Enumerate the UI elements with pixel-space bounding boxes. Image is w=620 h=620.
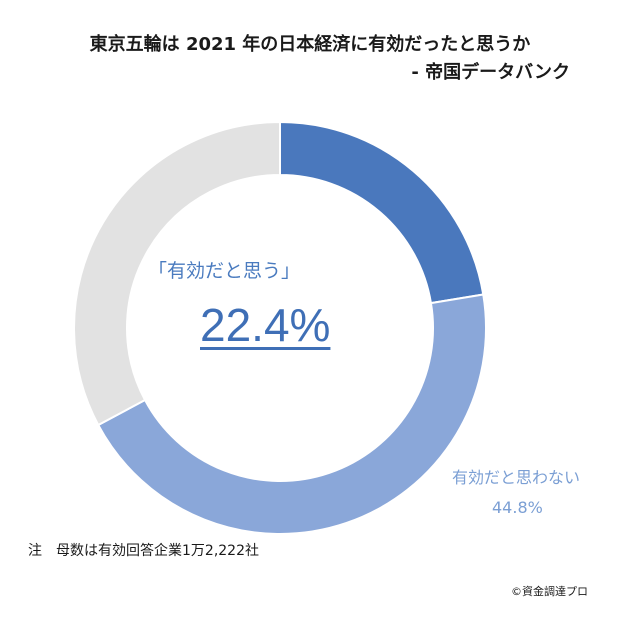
footnote: 注 母数は有効回答企業1万2,222社: [28, 543, 259, 559]
slice-label-not-effective: 有効だと思わない: [452, 468, 581, 487]
chart-title: 東京五輪は 2021 年の日本経済に有効だったと思うか: [89, 34, 531, 55]
credit: ©資金調達プロ: [511, 585, 588, 598]
slice-other: [73, 120, 281, 427]
slice-label-effective: 「有効だと思う」: [148, 260, 301, 282]
slice-not-effective: [96, 293, 487, 535]
slice-value-effective: 22.4%: [200, 299, 331, 351]
slice-effective: [279, 120, 485, 305]
chart-subtitle: - 帝国データバンク: [411, 62, 570, 83]
slice-value-not-effective: 44.8%: [492, 498, 543, 517]
